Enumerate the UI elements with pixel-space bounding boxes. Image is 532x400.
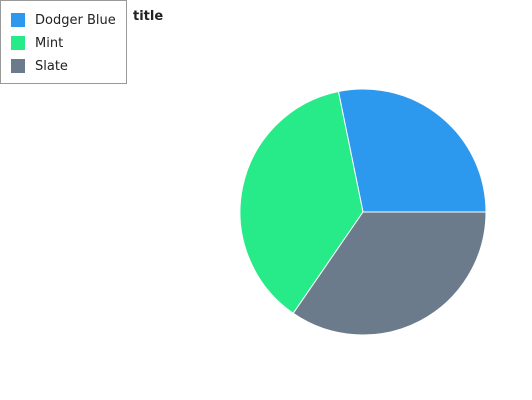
pie-slices [240,89,486,335]
pie-slice-dodger-blue [338,89,486,212]
